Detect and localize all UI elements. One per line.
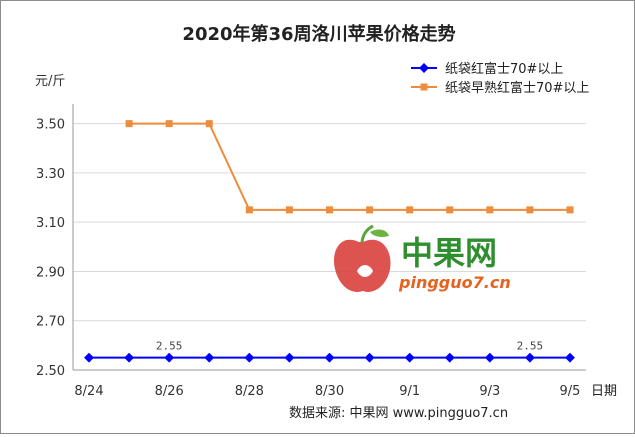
y-tick-label: 2.50 <box>36 364 65 379</box>
legend-label-0: 纸袋红富士70#以上 <box>445 61 563 77</box>
legend-marker-1 <box>420 83 428 91</box>
series-line-1 <box>129 122 570 211</box>
watermark-title: 中果网 <box>401 234 497 272</box>
watermark-logo: 中果网 pingguo7.cn <box>334 224 511 292</box>
data-point <box>244 352 255 363</box>
data-point <box>164 352 175 363</box>
data-point <box>245 206 253 214</box>
x-axis-label: 日期 <box>591 384 617 399</box>
data-point <box>404 352 415 363</box>
x-tick-label: 8/24 <box>74 384 103 399</box>
series-layer <box>84 120 575 363</box>
data-point <box>484 352 495 363</box>
data-point <box>84 352 94 363</box>
x-tick-label: 9/1 <box>399 384 420 399</box>
legend-marker-0 <box>419 63 429 73</box>
y-tick-labels: 2.50 2.70 2.90 3.10 3.30 3.50 <box>36 118 65 379</box>
data-point <box>406 206 414 214</box>
x-tick-label: 9/3 <box>479 384 500 399</box>
y-tick-label: 3.10 <box>36 216 65 231</box>
y-tick-label: 2.90 <box>36 265 65 280</box>
data-point <box>285 206 293 214</box>
data-point <box>125 120 133 128</box>
y-axis-label: 元/斤 <box>35 74 65 89</box>
data-labels: 2.55 2.55 <box>156 340 543 353</box>
data-point <box>526 206 534 214</box>
source-note: 数据来源: 中果网 www.pingguo7.cn <box>289 406 508 421</box>
x-tick-label: 8/28 <box>235 384 264 399</box>
data-point <box>566 206 574 214</box>
chart-title: 2020年第36周洛川苹果价格走势 <box>182 23 455 45</box>
y-tick-label: 3.30 <box>36 167 65 182</box>
data-label: 2.55 <box>517 340 544 353</box>
data-point <box>284 352 295 363</box>
data-point <box>124 352 135 363</box>
data-point <box>165 120 173 128</box>
apple-logo-icon <box>334 224 391 292</box>
x-tick-label: 9/5 <box>560 384 581 399</box>
watermark-url: pingguo7.cn <box>398 273 511 292</box>
data-point <box>446 206 454 214</box>
y-tick-label: 2.70 <box>36 315 65 330</box>
data-point <box>204 352 215 363</box>
data-point <box>444 352 455 363</box>
data-point <box>324 352 335 363</box>
y-tick-label: 3.50 <box>36 118 65 133</box>
data-point <box>205 120 213 128</box>
legend: 纸袋红富士70#以上 纸袋早熟红富士70#以上 <box>411 61 589 96</box>
data-point <box>565 352 575 363</box>
data-point <box>326 206 333 214</box>
x-tick-label: 8/30 <box>315 384 344 399</box>
data-point <box>524 352 535 363</box>
legend-label-1: 纸袋早熟红富士70#以上 <box>445 80 589 96</box>
x-tick-labels: 8/24 8/26 8/28 8/30 9/1 9/3 9/5 <box>74 384 580 399</box>
x-tick-label: 8/26 <box>155 384 184 399</box>
data-label: 2.55 <box>156 340 183 353</box>
data-point <box>366 206 374 214</box>
data-point <box>364 352 375 363</box>
data-point <box>486 206 494 214</box>
